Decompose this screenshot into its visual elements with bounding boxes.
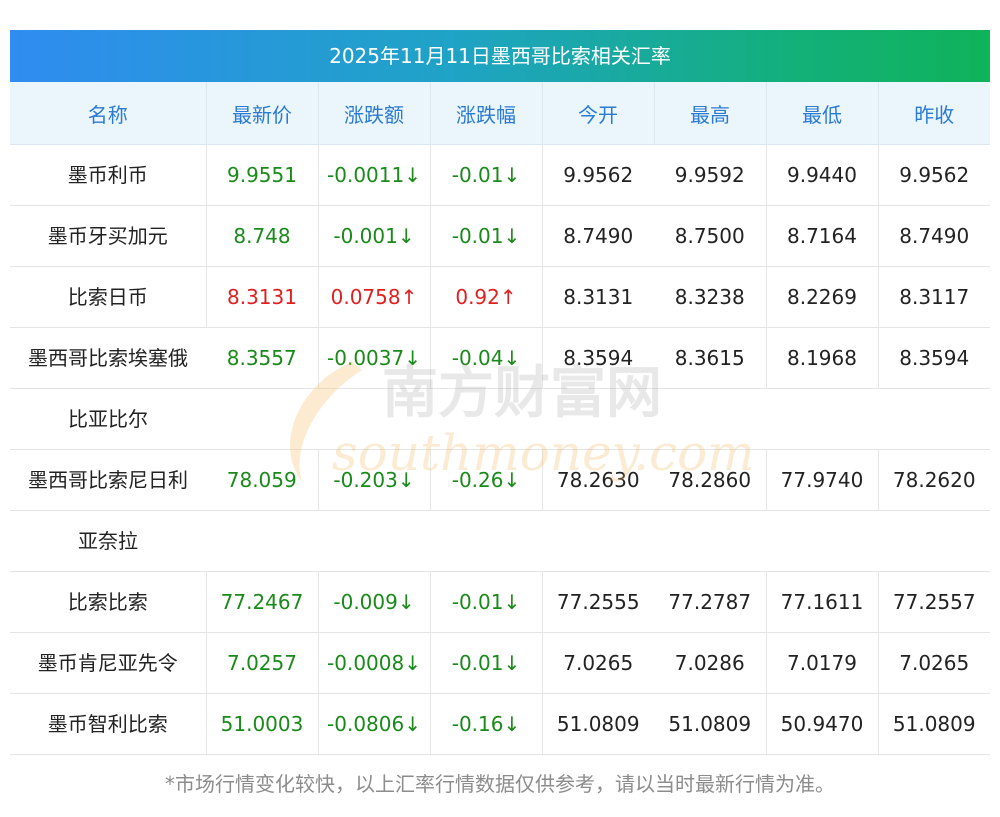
low-price: 8.7164	[766, 205, 879, 267]
table-row-continuation: 亚奈拉	[10, 510, 990, 572]
low-price: 9.9440	[766, 144, 879, 206]
prev-close: 78.2620	[878, 449, 990, 511]
low-price: 77.1611	[766, 571, 879, 633]
currency-name: 墨西哥比索埃塞俄	[10, 327, 206, 389]
open-price: 8.7490	[542, 205, 654, 267]
low-price: 8.1968	[766, 327, 879, 389]
header-name: 名称	[10, 82, 207, 145]
change-amount: -0.0806↓	[318, 693, 431, 755]
rate-table-container: 2025年11月11日墨西哥比索相关汇率 名称 最新价 涨跌额 涨跌幅 今开 最…	[10, 30, 990, 755]
prev-close: 8.7490	[878, 205, 990, 267]
change-percent: -0.01↓	[430, 144, 543, 206]
prev-close: 7.0265	[878, 632, 990, 694]
empty-cell	[206, 388, 990, 450]
latest-price: 51.0003	[206, 693, 319, 755]
prev-close: 8.3594	[878, 327, 990, 389]
change-percent: -0.26↓	[430, 449, 543, 511]
prev-close: 77.2557	[878, 571, 990, 633]
change-percent: 0.92↑	[430, 266, 543, 328]
change-percent: -0.04↓	[430, 327, 543, 389]
header-high: 最高	[654, 82, 767, 145]
high-price: 77.2787	[654, 571, 767, 633]
change-percent: -0.01↓	[430, 571, 543, 633]
prev-close: 8.3117	[878, 266, 990, 328]
open-price: 51.0809	[542, 693, 654, 755]
header-latest: 最新价	[206, 82, 319, 145]
open-price: 78.2630	[542, 449, 654, 511]
prev-close: 9.9562	[878, 144, 990, 206]
currency-name-continuation: 亚奈拉	[10, 510, 206, 572]
table-row: 墨西哥比索尼日利 78.059 -0.203↓ -0.26↓ 78.2630 7…	[10, 449, 990, 511]
high-price: 9.9592	[654, 144, 767, 206]
currency-name: 比索日币	[10, 266, 207, 328]
header-low: 最低	[766, 82, 879, 145]
currency-name: 墨币牙买加元	[10, 205, 207, 267]
table-row: 比索日币 8.3131 0.0758↑ 0.92↑ 8.3131 8.3238 …	[10, 266, 990, 328]
change-percent: -0.01↓	[430, 632, 543, 694]
latest-price: 8.3557	[206, 327, 319, 389]
open-price: 8.3131	[542, 266, 654, 328]
open-price: 7.0265	[542, 632, 654, 694]
change-amount: -0.203↓	[318, 449, 431, 511]
table-title: 2025年11月11日墨西哥比索相关汇率	[10, 30, 990, 82]
rate-table: 名称 最新价 涨跌额 涨跌幅 今开 最高 最低 昨收 墨币利币 9.9551 -…	[10, 82, 990, 755]
open-price: 8.3594	[542, 327, 654, 389]
prev-close: 51.0809	[878, 693, 990, 755]
table-row: 墨币肯尼亚先令 7.0257 -0.0008↓ -0.01↓ 7.0265 7.…	[10, 632, 990, 694]
currency-name: 墨西哥比索尼日利	[10, 449, 206, 511]
low-price: 77.9740	[766, 449, 879, 511]
table-row: 比索比索 77.2467 -0.009↓ -0.01↓ 77.2555 77.2…	[10, 571, 990, 633]
currency-name: 比索比索	[10, 571, 207, 633]
empty-cell	[206, 510, 990, 572]
low-price: 8.2269	[766, 266, 879, 328]
change-percent: -0.01↓	[430, 205, 543, 267]
high-price: 7.0286	[654, 632, 767, 694]
change-amount: 0.0758↑	[318, 266, 431, 328]
latest-price: 77.2467	[206, 571, 319, 633]
latest-price: 9.9551	[206, 144, 319, 206]
high-price: 78.2860	[654, 449, 767, 511]
high-price: 8.3238	[654, 266, 767, 328]
currency-name: 墨币智利比索	[10, 693, 207, 755]
table-row: 墨西哥比索埃塞俄 8.3557 -0.0037↓ -0.04↓ 8.3594 8…	[10, 327, 990, 389]
change-amount: -0.001↓	[318, 205, 431, 267]
currency-name-continuation: 比亚比尔	[10, 388, 206, 450]
header-change: 涨跌额	[318, 82, 431, 145]
header-change-pct: 涨跌幅	[430, 82, 543, 145]
change-amount: -0.009↓	[318, 571, 431, 633]
latest-price: 7.0257	[206, 632, 319, 694]
change-amount: -0.0008↓	[318, 632, 431, 694]
currency-name: 墨币利币	[10, 144, 207, 206]
open-price: 9.9562	[542, 144, 654, 206]
change-amount: -0.0037↓	[318, 327, 431, 389]
table-row: 墨币利币 9.9551 -0.0011↓ -0.01↓ 9.9562 9.959…	[10, 144, 990, 206]
table-row: 墨币智利比索 51.0003 -0.0806↓ -0.16↓ 51.0809 5…	[10, 693, 990, 755]
low-price: 7.0179	[766, 632, 879, 694]
change-percent: -0.16↓	[430, 693, 543, 755]
footnote: *市场行情变化较快，以上汇率行情数据仅供参考，请以当时最新行情为准。	[165, 772, 835, 796]
open-price: 77.2555	[542, 571, 654, 633]
header-prev-close: 昨收	[878, 82, 990, 145]
latest-price: 8.3131	[206, 266, 319, 328]
latest-price: 8.748	[206, 205, 319, 267]
table-row: 墨币牙买加元 8.748 -0.001↓ -0.01↓ 8.7490 8.750…	[10, 205, 990, 267]
table-row-continuation: 比亚比尔	[10, 388, 990, 450]
low-price: 50.9470	[766, 693, 879, 755]
high-price: 51.0809	[654, 693, 767, 755]
latest-price: 78.059	[206, 449, 319, 511]
currency-name: 墨币肯尼亚先令	[10, 632, 207, 694]
high-price: 8.3615	[654, 327, 767, 389]
change-amount: -0.0011↓	[318, 144, 431, 206]
header-row: 名称 最新价 涨跌额 涨跌幅 今开 最高 最低 昨收	[10, 82, 990, 145]
header-open: 今开	[542, 82, 655, 145]
high-price: 8.7500	[654, 205, 767, 267]
